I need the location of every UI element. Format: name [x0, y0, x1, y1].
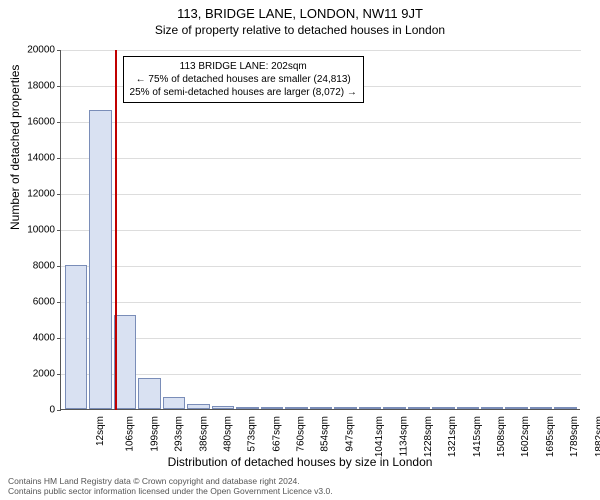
xtick-label: 760sqm	[296, 416, 307, 452]
ytick-label: 2000	[5, 369, 55, 380]
histogram-bar	[383, 407, 405, 409]
histogram-bar	[138, 378, 160, 409]
annotation-box: 113 BRIDGE LANE: 202sqm← 75% of detached…	[123, 56, 364, 103]
ytick-label: 14000	[5, 153, 55, 164]
histogram-bar	[432, 407, 454, 409]
histogram-bar	[187, 404, 209, 409]
ytick-label: 18000	[5, 81, 55, 92]
histogram-bar	[285, 407, 307, 409]
xtick-label: 573sqm	[247, 416, 258, 452]
histogram-bar	[212, 406, 234, 409]
annotation-line: ← 75% of detached houses are smaller (24…	[130, 73, 357, 86]
histogram-bar	[89, 110, 111, 409]
ytick-label: 10000	[5, 225, 55, 236]
histogram-bar	[310, 407, 332, 409]
chart-subtitle: Size of property relative to detached ho…	[0, 21, 600, 37]
ytick-label: 8000	[5, 261, 55, 272]
chart-title: 113, BRIDGE LANE, LONDON, NW11 9JT	[0, 0, 600, 21]
xtick-label: 106sqm	[125, 416, 136, 452]
plot-area: 0200040006000800010000120001400016000180…	[60, 50, 580, 410]
histogram-bar	[334, 407, 356, 409]
xtick-label: 854sqm	[320, 416, 331, 452]
footer-line-1: Contains HM Land Registry data © Crown c…	[8, 476, 333, 486]
xtick-label: 667sqm	[271, 416, 282, 452]
xtick-label: 12sqm	[95, 416, 106, 446]
footer-attribution: Contains HM Land Registry data © Crown c…	[8, 476, 333, 496]
xtick-label: 199sqm	[149, 416, 160, 452]
xtick-label: 1134sqm	[398, 416, 409, 456]
xtick-label: 1882sqm	[594, 416, 600, 457]
xtick-label: 1321sqm	[447, 416, 458, 457]
marker-line	[115, 50, 117, 410]
footer-line-2: Contains public sector information licen…	[8, 486, 333, 496]
xtick-label: 480sqm	[222, 416, 233, 452]
histogram-bar	[261, 407, 283, 409]
histogram-bar	[457, 407, 479, 409]
ytick-label: 0	[5, 405, 55, 416]
histogram-bar	[359, 407, 381, 409]
histogram-bar	[236, 407, 258, 409]
bars-group	[61, 49, 581, 409]
xtick-label: 1695sqm	[545, 416, 556, 457]
xtick-label: 1415sqm	[472, 416, 483, 457]
ytick-label: 4000	[5, 333, 55, 344]
xtick-label: 1789sqm	[569, 416, 580, 457]
ytick-label: 16000	[5, 117, 55, 128]
chart-container: 113, BRIDGE LANE, LONDON, NW11 9JT Size …	[0, 0, 600, 500]
annotation-line: 113 BRIDGE LANE: 202sqm	[130, 60, 357, 73]
ytick-label: 6000	[5, 297, 55, 308]
histogram-bar	[114, 315, 136, 409]
ytick-label: 20000	[5, 45, 55, 56]
annotation-line: 25% of semi-detached houses are larger (…	[130, 86, 357, 99]
xtick-label: 1602sqm	[521, 416, 532, 457]
ytick-label: 12000	[5, 189, 55, 200]
histogram-bar	[408, 407, 430, 409]
xtick-label: 293sqm	[174, 416, 185, 452]
xtick-label: 1228sqm	[423, 416, 434, 457]
xtick-label: 1041sqm	[374, 416, 385, 457]
histogram-bar	[505, 407, 527, 409]
xtick-label: 947sqm	[344, 416, 355, 452]
xtick-label: 386sqm	[198, 416, 209, 452]
ytick-mark	[57, 410, 61, 411]
xtick-label: 1508sqm	[496, 416, 507, 457]
histogram-bar	[65, 265, 87, 409]
histogram-bar	[554, 407, 576, 409]
histogram-bar	[530, 407, 552, 409]
x-axis-label: Distribution of detached houses by size …	[0, 455, 600, 469]
histogram-bar	[481, 407, 503, 409]
histogram-bar	[163, 397, 185, 409]
